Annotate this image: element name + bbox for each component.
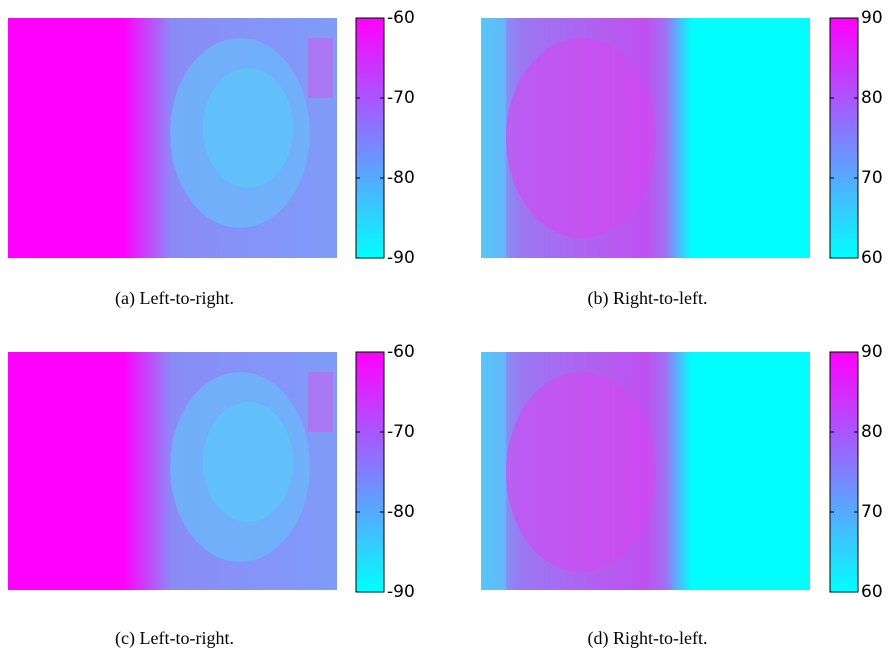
colorbar	[355, 17, 385, 259]
colorbar-tick-label: 90	[861, 342, 883, 362]
face-region	[506, 38, 656, 238]
face-region	[203, 68, 293, 188]
colorbar-tick-label: 70	[861, 502, 883, 522]
colorbar-tick-label: -70	[387, 422, 415, 442]
colorbar	[829, 17, 859, 259]
colorbar	[355, 351, 385, 593]
colorbar-tick-label: -70	[387, 88, 415, 108]
edge-region	[308, 372, 333, 432]
caption: (d) Right-to-left.	[588, 628, 708, 649]
colorbar-tick-label: -80	[387, 168, 415, 188]
edge-region	[481, 18, 506, 258]
colorbar-tick-label: 70	[861, 168, 883, 188]
colorbar-tick-label: 60	[861, 582, 883, 602]
colorbar-tick-label: 60	[861, 248, 883, 268]
edge-region	[481, 352, 506, 590]
caption: (c) Left-to-right.	[115, 628, 234, 649]
caption: (b) Right-to-left.	[588, 288, 708, 309]
colorbar-tick-label: 90	[861, 8, 883, 28]
face-region	[203, 402, 293, 522]
colorbar	[829, 351, 859, 593]
colorbar-tick-label: -90	[387, 248, 415, 268]
colorbar-tick-label: 80	[861, 422, 883, 442]
colorbar-tick-label: -60	[387, 342, 415, 362]
edge-region	[308, 38, 333, 98]
caption: (a) Left-to-right.	[115, 288, 234, 309]
colorbar-tick-label: 80	[861, 88, 883, 108]
colorbar-tick-label: -60	[387, 8, 415, 28]
face-region	[506, 372, 656, 572]
colorbar-tick-label: -80	[387, 502, 415, 522]
colorbar-tick-label: -90	[387, 582, 415, 602]
